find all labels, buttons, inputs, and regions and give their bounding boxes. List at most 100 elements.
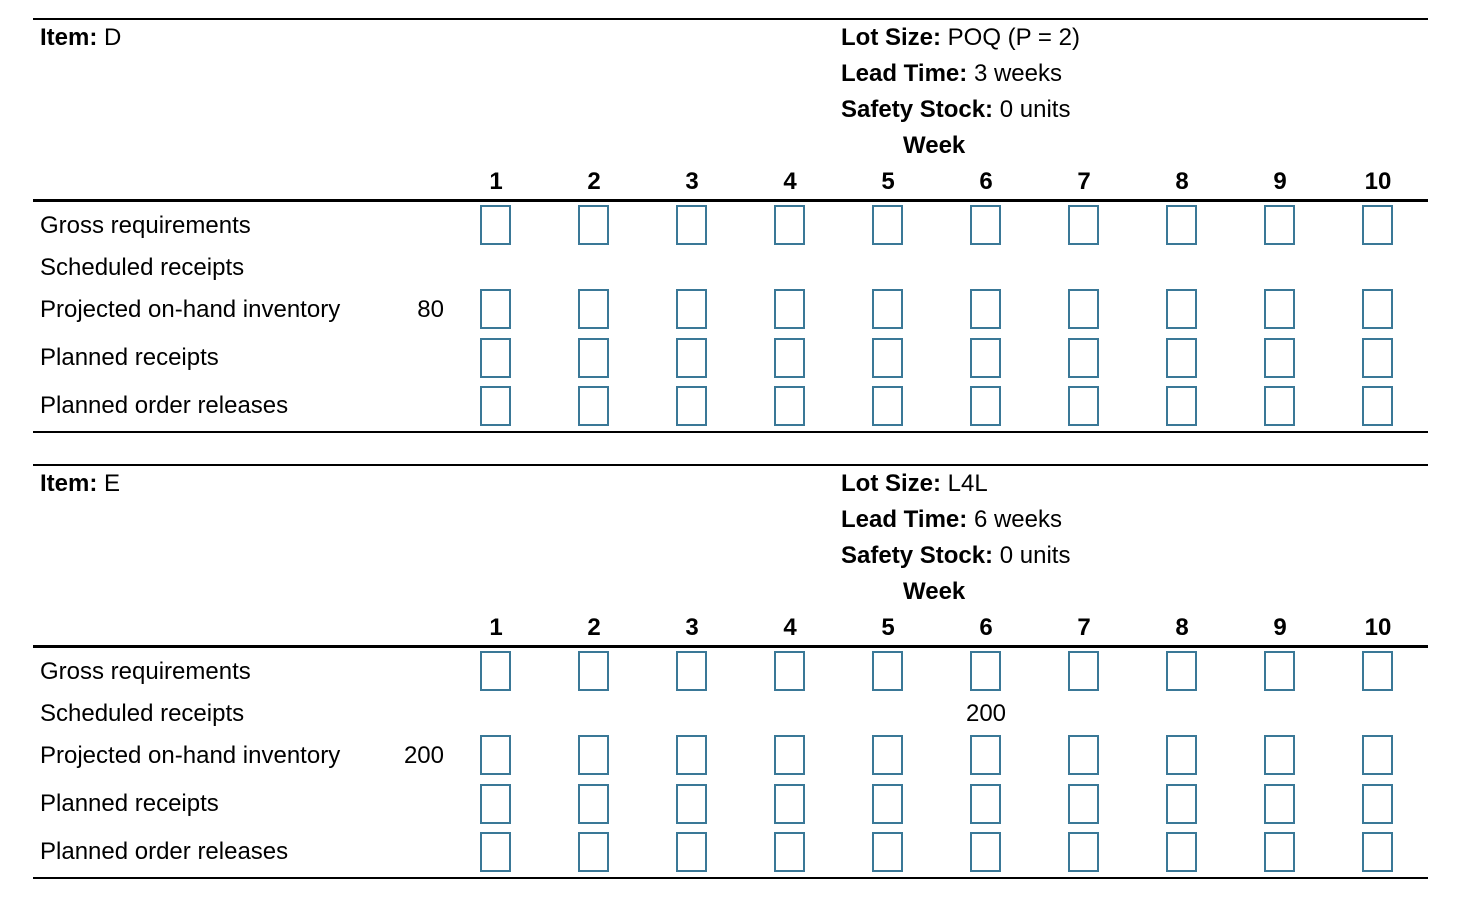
input-planned-receipts-week-4[interactable] [774, 784, 805, 824]
input-planned-receipts-week-10[interactable] [1362, 338, 1393, 378]
input-projected-week-9[interactable] [1264, 289, 1295, 329]
input-gross-week-10[interactable] [1362, 205, 1393, 245]
input-projected-week-5[interactable] [872, 289, 903, 329]
input-gross-week-2[interactable] [578, 205, 609, 245]
week-number: 10 [1364, 168, 1392, 195]
input-gross-week-5[interactable] [872, 651, 903, 691]
input-planned-releases-week-8[interactable] [1166, 832, 1197, 872]
input-planned-releases-week-6[interactable] [970, 386, 1001, 426]
input-planned-releases-week-5[interactable] [872, 386, 903, 426]
input-projected-week-5[interactable] [872, 735, 903, 775]
input-projected-week-3[interactable] [676, 735, 707, 775]
input-planned-receipts-week-2[interactable] [578, 784, 609, 824]
input-planned-releases-week-2[interactable] [578, 832, 609, 872]
input-projected-week-9[interactable] [1264, 735, 1295, 775]
lot-size-value: L4L [947, 470, 988, 497]
top-rule [33, 18, 1428, 20]
input-projected-week-6[interactable] [970, 289, 1001, 329]
input-planned-receipts-week-9[interactable] [1264, 784, 1295, 824]
input-planned-receipts-week-10[interactable] [1362, 784, 1393, 824]
input-gross-week-2[interactable] [578, 651, 609, 691]
input-gross-week-4[interactable] [774, 651, 805, 691]
input-projected-week-10[interactable] [1362, 289, 1393, 329]
input-planned-releases-week-6[interactable] [970, 832, 1001, 872]
input-projected-week-10[interactable] [1362, 735, 1393, 775]
input-planned-receipts-week-3[interactable] [676, 338, 707, 378]
input-planned-releases-week-3[interactable] [676, 832, 707, 872]
input-projected-week-6[interactable] [970, 735, 1001, 775]
input-gross-week-7[interactable] [1068, 205, 1099, 245]
input-gross-week-6[interactable] [970, 651, 1001, 691]
input-planned-receipts-week-4[interactable] [774, 338, 805, 378]
input-planned-releases-week-1[interactable] [480, 386, 511, 426]
row-label-scheduled: Scheduled receipts [40, 254, 245, 281]
input-planned-receipts-week-3[interactable] [676, 784, 707, 824]
input-gross-week-10[interactable] [1362, 651, 1393, 691]
input-planned-releases-week-9[interactable] [1264, 386, 1295, 426]
input-gross-week-3[interactable] [676, 651, 707, 691]
input-planned-receipts-week-1[interactable] [480, 338, 511, 378]
input-gross-week-6[interactable] [970, 205, 1001, 245]
input-gross-week-4[interactable] [774, 205, 805, 245]
input-planned-receipts-week-2[interactable] [578, 338, 609, 378]
input-planned-releases-week-9[interactable] [1264, 832, 1295, 872]
input-planned-receipts-week-7[interactable] [1068, 784, 1099, 824]
safety-stock-value: 0 units [999, 542, 1071, 569]
input-planned-receipts-week-9[interactable] [1264, 338, 1295, 378]
input-planned-receipts-week-5[interactable] [872, 784, 903, 824]
input-gross-week-1[interactable] [480, 205, 511, 245]
input-planned-receipts-week-8[interactable] [1166, 338, 1197, 378]
input-planned-releases-week-10[interactable] [1362, 832, 1393, 872]
top-rule [33, 464, 1428, 466]
input-gross-week-7[interactable] [1068, 651, 1099, 691]
row-label-planned-releases: Planned order releases [40, 392, 289, 419]
input-planned-releases-week-2[interactable] [578, 386, 609, 426]
week-number: 4 [783, 614, 797, 641]
input-planned-releases-week-3[interactable] [676, 386, 707, 426]
input-planned-releases-week-10[interactable] [1362, 386, 1393, 426]
lot-size-value: POQ (P = 2) [947, 24, 1080, 51]
input-projected-week-2[interactable] [578, 289, 609, 329]
input-planned-receipts-week-5[interactable] [872, 338, 903, 378]
input-gross-week-8[interactable] [1166, 205, 1197, 245]
input-projected-week-1[interactable] [480, 735, 511, 775]
input-projected-week-2[interactable] [578, 735, 609, 775]
input-projected-week-8[interactable] [1166, 735, 1197, 775]
input-planned-releases-week-4[interactable] [774, 832, 805, 872]
input-gross-week-8[interactable] [1166, 651, 1197, 691]
input-planned-releases-week-7[interactable] [1068, 386, 1099, 426]
input-projected-week-8[interactable] [1166, 289, 1197, 329]
lead-time-value: 3 weeks [973, 60, 1062, 87]
input-gross-week-9[interactable] [1264, 205, 1295, 245]
input-projected-week-4[interactable] [774, 289, 805, 329]
input-planned-receipts-week-6[interactable] [970, 784, 1001, 824]
item-name: Item: E [40, 470, 120, 498]
input-gross-week-5[interactable] [872, 205, 903, 245]
input-planned-releases-week-1[interactable] [480, 832, 511, 872]
input-projected-week-3[interactable] [676, 289, 707, 329]
input-gross-week-9[interactable] [1264, 651, 1295, 691]
safety-stock-label: Safety Stock: [841, 542, 994, 569]
input-planned-releases-week-7[interactable] [1068, 832, 1099, 872]
week-number: 9 [1273, 614, 1287, 641]
input-gross-week-3[interactable] [676, 205, 707, 245]
input-projected-week-4[interactable] [774, 735, 805, 775]
safety-stock: Safety Stock: 0 units [841, 96, 1070, 124]
lot-size: Lot Size: L4L [841, 470, 988, 498]
input-planned-receipts-week-1[interactable] [480, 784, 511, 824]
input-planned-receipts-week-8[interactable] [1166, 784, 1197, 824]
input-projected-week-1[interactable] [480, 289, 511, 329]
initial-inventory: 200 [403, 742, 444, 769]
safety-stock-label: Safety Stock: [841, 96, 994, 123]
input-planned-releases-week-4[interactable] [774, 386, 805, 426]
input-projected-week-7[interactable] [1068, 289, 1099, 329]
row-label-gross: Gross requirements [40, 212, 251, 239]
week-number: 5 [881, 168, 895, 195]
input-planned-receipts-week-6[interactable] [970, 338, 1001, 378]
input-planned-receipts-week-7[interactable] [1068, 338, 1099, 378]
input-projected-week-7[interactable] [1068, 735, 1099, 775]
input-planned-releases-week-8[interactable] [1166, 386, 1197, 426]
week-number: 6 [979, 168, 993, 195]
input-planned-releases-week-5[interactable] [872, 832, 903, 872]
input-gross-week-1[interactable] [480, 651, 511, 691]
